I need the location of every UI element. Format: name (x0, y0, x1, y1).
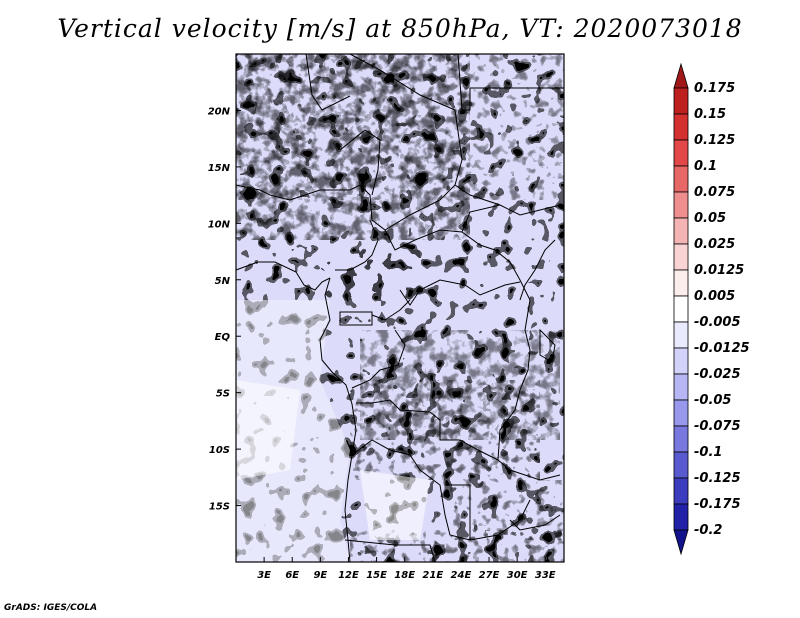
downdraft-regions (236, 54, 564, 562)
colorbar-label: -0.005 (694, 315, 741, 330)
colorbar-swatch (673, 269, 689, 297)
map-frame (235, 53, 565, 563)
colorbar-label: -0.025 (694, 367, 741, 382)
lon-tick-label: 33E (535, 570, 556, 581)
lon-tick-label: 21E (422, 570, 443, 581)
colorbar-label: 0.125 (694, 133, 735, 148)
colorbar-swatch (673, 139, 689, 167)
colorbar-swatch (673, 451, 689, 479)
lon-tick-label: 24E (451, 570, 472, 581)
colorbar-swatch (673, 399, 689, 427)
colorbar-cap-top (673, 62, 689, 89)
lon-tick-label: 9E (313, 570, 327, 581)
longitude-axis: 3E 6E 9E 12E 15E 18E 21E 24E 27E 30E 33E (257, 557, 556, 581)
colorbar-label: 0.0125 (694, 263, 744, 278)
lon-tick-label: 12E (338, 570, 359, 581)
colorbar-label: 0.005 (694, 289, 735, 304)
lat-tick-label: 15N (208, 163, 231, 174)
colorbar-swatch (673, 503, 689, 531)
colorbar-swatch (673, 87, 689, 115)
lat-tick-label: 20N (208, 106, 231, 117)
colorbar-label: 0.075 (694, 185, 735, 200)
grads-credit: GrADS: IGES/COLA (4, 603, 98, 613)
colorbar-swatch (673, 347, 689, 375)
colorbar-cap-bottom (673, 529, 689, 556)
colorbar-label: -0.0125 (694, 341, 750, 356)
colorbar-swatch (673, 191, 689, 219)
velocity-map-figure: 20N 15N 10N 5N EQ 5S 10S 15S 3E 6E 9E 12E 15E 18E 21E… (208, 53, 750, 581)
latitude-axis: 20N 15N 10N 5N EQ 5S 10S 15S (208, 106, 241, 513)
lat-tick-label: 10N (208, 219, 231, 230)
colorbar-label: -0.2 (694, 523, 722, 538)
colorbar-label: 0.175 (694, 81, 735, 96)
colorbar-label: 0.15 (694, 107, 726, 122)
lon-tick-label: 18E (394, 570, 415, 581)
colorbar-label: 0.1 (694, 159, 717, 174)
colorbar-label: 0.05 (694, 211, 726, 226)
colorbar-swatch (673, 321, 689, 349)
colorbar-label: -0.05 (694, 393, 731, 408)
colorbar-swatch (673, 477, 689, 505)
lon-tick-label: 30E (507, 570, 528, 581)
country-borders (235, 53, 564, 563)
lat-tick-label: 15S (209, 502, 230, 513)
lat-tick-label: 5N (215, 276, 231, 287)
lat-tick-label: EQ (215, 332, 231, 343)
colorbar-swatch (673, 217, 689, 245)
lon-tick-label: 3E (257, 570, 271, 581)
colorbar-swatch (673, 113, 689, 141)
colorbar: 0.175 0.15 0.125 0.1 0.075 0.05 0.025 0.0125 0.0… (673, 62, 750, 556)
colorbar-label: -0.1 (694, 445, 722, 460)
lon-tick-label: 6E (285, 570, 299, 581)
colorbar-label: -0.075 (694, 419, 741, 434)
colorbar-swatch (673, 165, 689, 193)
colorbar-label: -0.175 (694, 497, 741, 512)
colorbar-swatch (673, 243, 689, 271)
colorbar-label: -0.125 (694, 471, 741, 486)
map-title: Vertical velocity [m/s] at 850hPa, VT: 2… (57, 14, 743, 43)
colorbar-swatch (673, 425, 689, 453)
lat-tick-label: 10S (209, 445, 230, 456)
colorbar-label: 0.025 (694, 237, 735, 252)
colorbar-swatch (673, 295, 689, 323)
colorbar-swatch (673, 373, 689, 401)
lon-tick-label: 15E (366, 570, 387, 581)
lon-tick-label: 27E (479, 570, 500, 581)
lat-tick-label: 5S (216, 389, 230, 400)
velocity-field (236, 54, 564, 562)
